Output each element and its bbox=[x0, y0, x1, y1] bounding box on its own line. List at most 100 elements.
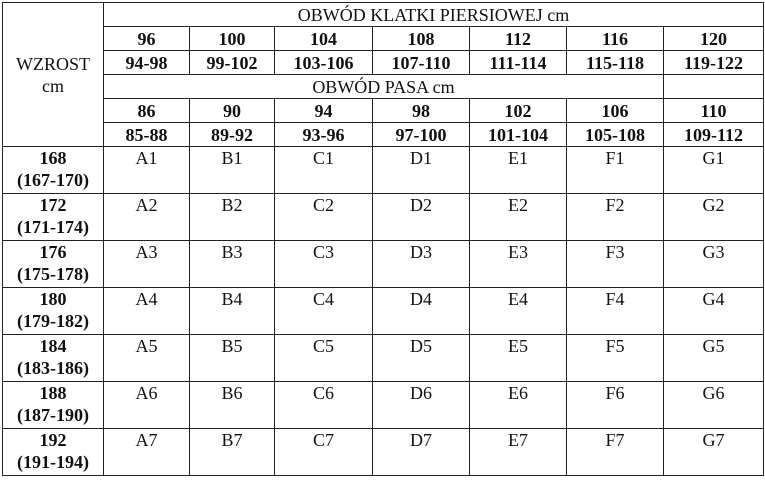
size-code-cell: F3 bbox=[566, 240, 664, 288]
height-cell: 168 (167-170) bbox=[2, 146, 104, 194]
height-header: WZROST cm bbox=[2, 2, 104, 147]
waist-range-cell: 89-92 bbox=[189, 122, 275, 147]
chest-size-cell: 108 bbox=[372, 26, 470, 51]
size-code-cell: G2 bbox=[662, 193, 765, 241]
size-code-cell: G5 bbox=[662, 334, 765, 382]
size-code-cell: A2 bbox=[103, 193, 190, 241]
size-code-cell: B5 bbox=[189, 334, 275, 382]
table-row: 188 (187-190) A6 B6 C6 D6 E6 F6 G6 bbox=[2, 381, 765, 429]
size-code-cell: D4 bbox=[372, 287, 470, 335]
size-code-cell: F6 bbox=[566, 381, 664, 429]
size-code-cell: D7 bbox=[372, 428, 470, 476]
size-code-cell: C2 bbox=[274, 193, 373, 241]
waist-size-cell: 90 bbox=[189, 98, 275, 123]
size-code-cell: D6 bbox=[372, 381, 470, 429]
table-row: 172 (171-174) A2 B2 C2 D2 E2 F2 G2 bbox=[2, 193, 765, 241]
waist-range-cell: 93-96 bbox=[274, 122, 373, 147]
table-row: 176 (175-178) A3 B3 C3 D3 E3 F3 G3 bbox=[2, 240, 765, 288]
size-code-cell: G4 bbox=[662, 287, 765, 335]
chest-range-cell: 107-110 bbox=[372, 50, 470, 75]
size-code-cell: B3 bbox=[189, 240, 275, 288]
height-range: (175-178) bbox=[17, 264, 89, 284]
height-cell: 192 (191-194) bbox=[2, 428, 104, 476]
size-code-cell: C3 bbox=[274, 240, 373, 288]
height-cell: 184 (183-186) bbox=[2, 334, 104, 382]
size-code-cell: E3 bbox=[469, 240, 567, 288]
height-cell: 176 (175-178) bbox=[2, 240, 104, 288]
size-code-cell: G6 bbox=[662, 381, 765, 429]
size-code-cell: F1 bbox=[566, 146, 664, 194]
size-code-cell: F2 bbox=[566, 193, 664, 241]
height-cell: 172 (171-174) bbox=[2, 193, 104, 241]
size-code-cell: G7 bbox=[662, 428, 765, 476]
chest-range-cell: 111-114 bbox=[469, 50, 567, 75]
size-code-cell: E6 bbox=[469, 381, 567, 429]
table-row: 184 (183-186) A5 B5 C5 D5 E5 F5 G5 bbox=[2, 334, 765, 382]
waist-size-cell: 110 bbox=[662, 98, 765, 123]
height-value: 176 bbox=[39, 242, 67, 262]
waist-header: OBWÓD PASA cm bbox=[103, 74, 664, 99]
height-range: (179-182) bbox=[17, 311, 89, 331]
chest-range-cell: 99-102 bbox=[189, 50, 275, 75]
size-code-cell: A1 bbox=[103, 146, 190, 194]
height-range: (191-194) bbox=[17, 452, 89, 472]
size-code-cell: A4 bbox=[103, 287, 190, 335]
size-code-cell: E4 bbox=[469, 287, 567, 335]
chest-size-cell: 100 bbox=[189, 26, 275, 51]
size-code-cell: F7 bbox=[566, 428, 664, 476]
height-range: (167-170) bbox=[17, 170, 89, 190]
chest-size-cell: 112 bbox=[469, 26, 567, 51]
height-value: 188 bbox=[39, 383, 67, 403]
height-cell: 180 (179-182) bbox=[2, 287, 104, 335]
chest-size-cell: 120 bbox=[662, 26, 765, 51]
height-value: 172 bbox=[39, 195, 67, 215]
height-value: 168 bbox=[39, 148, 67, 168]
waist-size-cell: 106 bbox=[566, 98, 664, 123]
size-code-cell: A5 bbox=[103, 334, 190, 382]
chest-range-cell: 115-118 bbox=[566, 50, 664, 75]
height-value: 192 bbox=[39, 430, 67, 450]
height-cell: 188 (187-190) bbox=[2, 381, 104, 429]
chest-range-cell: 94-98 bbox=[103, 50, 190, 75]
size-code-cell: E7 bbox=[469, 428, 567, 476]
size-code-cell: A6 bbox=[103, 381, 190, 429]
height-header-label: WZROST bbox=[16, 53, 90, 74]
size-code-cell: C7 bbox=[274, 428, 373, 476]
size-code-cell: E5 bbox=[469, 334, 567, 382]
chest-range-cell: 119-122 bbox=[662, 50, 765, 75]
size-code-cell: E1 bbox=[469, 146, 567, 194]
empty-cell bbox=[662, 74, 765, 99]
table-row: 180 (179-182) A4 B4 C4 D4 E4 F4 G4 bbox=[2, 287, 765, 335]
chest-size-cell: 116 bbox=[566, 26, 664, 51]
waist-range-cell: 85-88 bbox=[103, 122, 190, 147]
size-code-cell: C1 bbox=[274, 146, 373, 194]
size-code-cell: D2 bbox=[372, 193, 470, 241]
size-code-cell: F4 bbox=[566, 287, 664, 335]
size-code-cell: A3 bbox=[103, 240, 190, 288]
size-code-cell: B7 bbox=[189, 428, 275, 476]
waist-range-cell: 109-112 bbox=[662, 122, 765, 147]
chest-header: OBWÓD KLATKI PIERSIOWEJ cm bbox=[102, 2, 765, 27]
height-value: 184 bbox=[39, 336, 67, 356]
height-range: (171-174) bbox=[17, 217, 89, 237]
waist-range-cell: 101-104 bbox=[469, 122, 567, 147]
height-header-unit: cm bbox=[42, 75, 64, 96]
size-code-cell: G3 bbox=[662, 240, 765, 288]
size-code-cell: B4 bbox=[189, 287, 275, 335]
waist-size-cell: 86 bbox=[103, 98, 190, 123]
size-code-cell: A7 bbox=[103, 428, 190, 476]
chest-range-cell: 103-106 bbox=[274, 50, 373, 75]
size-code-cell: F5 bbox=[566, 334, 664, 382]
waist-size-cell: 94 bbox=[274, 98, 373, 123]
size-code-cell: B2 bbox=[189, 193, 275, 241]
table-row: 168 (167-170) A1 B1 C1 D1 E1 F1 G1 bbox=[2, 146, 765, 194]
waist-range-cell: 105-108 bbox=[566, 122, 664, 147]
height-range: (187-190) bbox=[17, 405, 89, 425]
table-row: 192 (191-194) A7 B7 C7 D7 E7 F7 G7 bbox=[2, 428, 765, 476]
height-value: 180 bbox=[39, 289, 67, 309]
waist-size-cell: 102 bbox=[469, 98, 567, 123]
waist-range-cell: 97-100 bbox=[372, 122, 470, 147]
size-code-cell: E2 bbox=[469, 193, 567, 241]
size-code-cell: C6 bbox=[274, 381, 373, 429]
size-code-cell: B1 bbox=[189, 146, 275, 194]
